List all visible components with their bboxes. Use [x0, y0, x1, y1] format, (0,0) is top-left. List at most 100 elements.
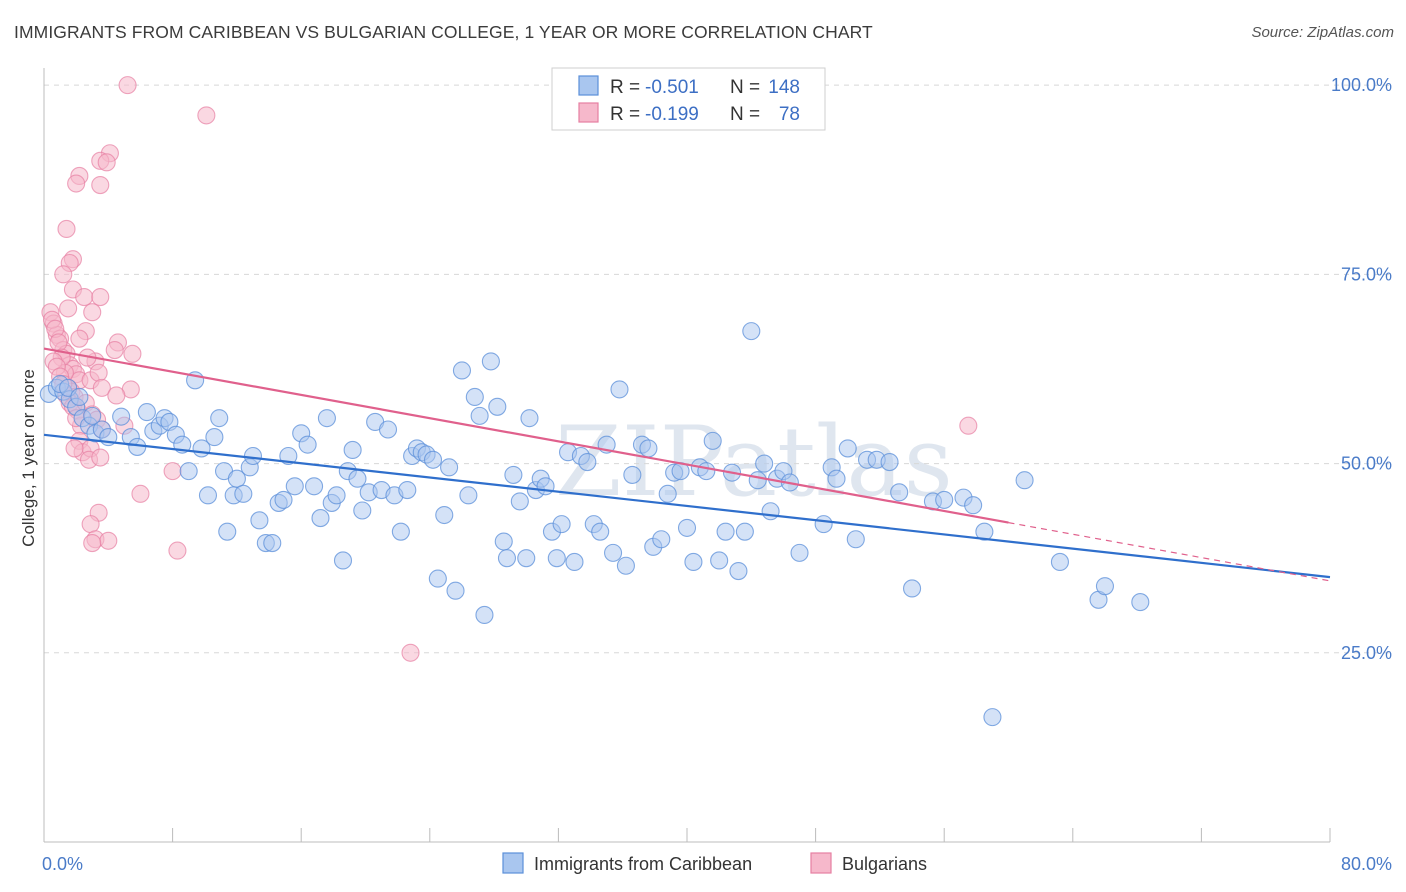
- bulgarians-point-30: [118, 76, 137, 95]
- bulgarians-point-44: [91, 288, 110, 307]
- caribbean-point-70: [440, 458, 459, 477]
- legend-swatch-blue: [578, 75, 599, 96]
- caribbean-point-110: [684, 552, 703, 572]
- caribbean-point-55: [353, 501, 372, 520]
- bulgarians-point-36: [67, 174, 86, 193]
- bottom-legend-swatch-caribbean: [502, 852, 524, 874]
- caribbean-point-27: [198, 486, 218, 505]
- bulgarians-point-54: [92, 378, 111, 397]
- bulgarians-point-65: [163, 462, 182, 481]
- caribbean-point-50: [327, 486, 346, 505]
- caribbean-point-77: [481, 352, 500, 371]
- y-tick-label-2: 75.0%: [1341, 264, 1392, 284]
- caribbean-point-51: [333, 551, 353, 570]
- caribbean-point-92: [565, 552, 584, 572]
- caribbean-point-36: [243, 446, 263, 466]
- caribbean-point-142: [1015, 471, 1034, 490]
- source-note: Source: ZipAtlas.com: [1251, 24, 1394, 41]
- caribbean-point-96: [591, 522, 610, 541]
- bulgarians-point-37: [91, 175, 110, 195]
- legend-r-label-blue: R =: [610, 77, 640, 98]
- caribbean-point-24: [179, 462, 198, 481]
- caribbean-point-141: [983, 708, 1002, 727]
- caribbean-point-71: [446, 581, 465, 600]
- caribbean-point-76: [475, 605, 494, 624]
- legend-n-label-pink: N =: [730, 104, 760, 125]
- caribbean-point-47: [311, 509, 330, 528]
- caribbean-point-135: [890, 483, 909, 502]
- caribbean-point-114: [710, 551, 729, 570]
- caribbean-point-79: [494, 532, 513, 551]
- legend-n-value-blue: 148: [768, 77, 800, 98]
- bulgarians-point-53: [89, 363, 108, 382]
- caribbean-point-145: [1095, 577, 1114, 596]
- caribbean-point-73: [459, 486, 478, 505]
- caribbean-trend-line: [43, 433, 1331, 579]
- bottom-legend-label-bulgarians: Bulgarians: [842, 854, 927, 874]
- caribbean-point-82: [510, 492, 529, 511]
- caribbean-point-87: [536, 477, 555, 496]
- caribbean-point-48: [317, 409, 336, 428]
- bulgarians-point-71: [83, 533, 102, 553]
- caribbean-point-143: [1050, 552, 1069, 572]
- caribbean-point-134: [880, 453, 899, 472]
- legend-box: R = -0.501 N = 148 R = -0.199 N = 78: [551, 67, 826, 131]
- caribbean-point-129: [827, 469, 846, 488]
- bulgarians-point-64: [91, 448, 110, 467]
- bulgarians-point-66: [131, 484, 150, 503]
- caribbean-point-45: [298, 435, 317, 454]
- bottom-legend: Immigrants from Caribbean Bulgarians: [502, 852, 927, 874]
- caribbean-point-37: [250, 511, 269, 530]
- caribbean-point-126: [790, 543, 809, 562]
- caribbean-point-105: [652, 530, 671, 549]
- caribbean-point-83: [517, 549, 536, 568]
- y-axis-label: College, 1 year or more: [19, 369, 38, 547]
- bulgarians-point-77: [65, 439, 84, 458]
- caribbean-point-106: [658, 484, 677, 503]
- caribbean-point-43: [285, 477, 304, 496]
- bulgarians-point-34: [97, 153, 116, 172]
- caribbean-point-89: [547, 549, 566, 568]
- caribbean-point-14: [112, 407, 131, 426]
- caribbean-point-112: [697, 462, 716, 481]
- caribbean-point-53: [343, 440, 362, 459]
- caribbean-point-33: [227, 469, 246, 488]
- chart-title: IMMIGRANTS FROM CARIBBEAN VS BULGARIAN C…: [14, 22, 873, 42]
- axes: [43, 68, 1331, 843]
- caribbean-point-139: [964, 496, 983, 515]
- caribbean-point-117: [729, 561, 748, 581]
- caribbean-point-121: [755, 454, 774, 473]
- bulgarians-point-43: [75, 288, 94, 307]
- caribbean-point-115: [716, 522, 735, 541]
- caribbean-point-78: [488, 397, 507, 416]
- x-tick-label-0: 0.0%: [42, 854, 83, 874]
- bottom-legend-label-caribbean: Immigrants from Caribbean: [534, 854, 752, 874]
- y-tick-label-1: 50.0%: [1341, 454, 1392, 474]
- bulgarians-trend-extension: [1008, 522, 1331, 582]
- caribbean-point-41: [274, 490, 293, 509]
- caribbean-point-28: [205, 428, 224, 447]
- caribbean-point-122: [761, 502, 780, 521]
- bulgarians-point-70: [99, 531, 118, 550]
- caribbean-point-140: [975, 522, 994, 541]
- caribbean-point-34: [234, 484, 253, 503]
- y-tick-label-3: 100.0%: [1331, 75, 1392, 95]
- caribbean-point-75: [470, 406, 489, 425]
- caribbean-point-74: [465, 387, 484, 407]
- caribbean-point-119: [742, 322, 761, 341]
- caribbean-point-12: [70, 387, 89, 407]
- caribbean-point-68: [428, 569, 447, 588]
- x-tick-labels: 0.0% 80.0%: [42, 854, 1392, 874]
- caribbean-point-54: [348, 469, 367, 488]
- bulgarians-trend-line: [43, 347, 1009, 524]
- bulgarians-point-74: [401, 643, 420, 662]
- caribbean-point-98: [604, 543, 623, 562]
- legend-swatch-pink: [578, 102, 599, 123]
- caribbean-point-29: [210, 409, 229, 428]
- caribbean-point-131: [846, 530, 865, 549]
- bulgarians-point-49: [105, 340, 124, 360]
- caribbean-point-59: [378, 420, 398, 439]
- caribbean-point-94: [578, 453, 597, 472]
- caribbean-point-46: [305, 477, 324, 496]
